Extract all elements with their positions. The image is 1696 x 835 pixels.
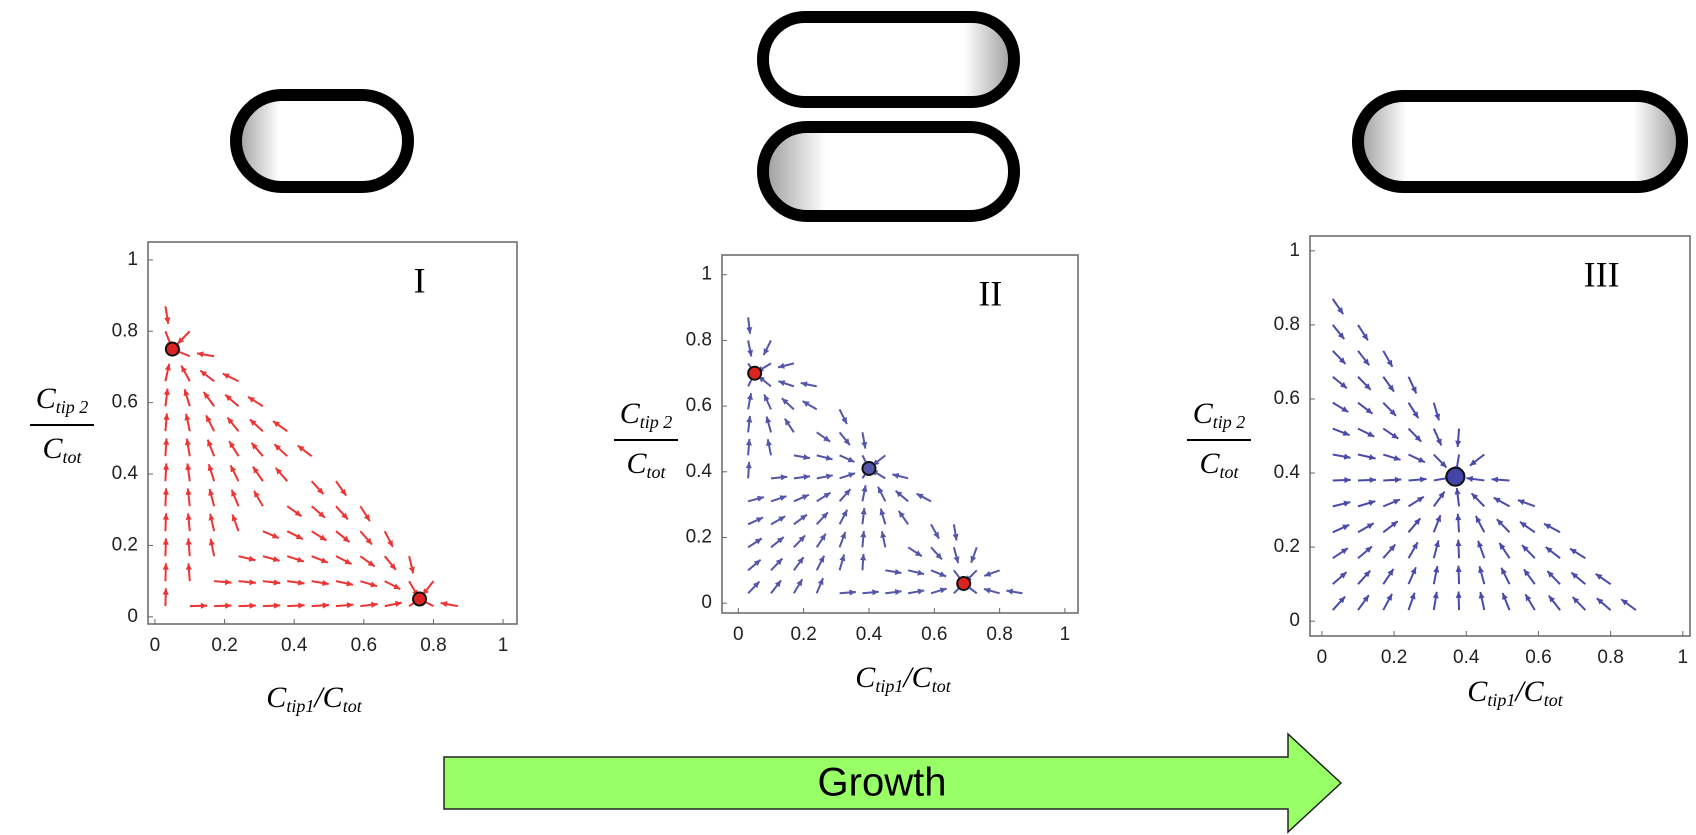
x-label-base: C — [1524, 675, 1545, 708]
y-label-base: C — [626, 447, 647, 480]
y-tick-label: 0.2 — [1274, 536, 1300, 557]
y-label-sub: tot — [63, 447, 83, 467]
x-tick-label: 0.4 — [856, 624, 883, 645]
x-label: Ctip1/Ctot — [855, 661, 951, 696]
panel-label: II — [978, 273, 1002, 313]
x-tick-label: 0.2 — [211, 635, 237, 656]
y-label-numerator: Ctip 2 — [36, 382, 89, 417]
y-tick-label: 0 — [701, 592, 712, 613]
plot-frame — [148, 242, 517, 624]
y-label-base: C — [36, 382, 57, 415]
x-tick-label: 0 — [733, 624, 744, 645]
panel-label: I — [414, 260, 426, 300]
y-tick-label: 0.4 — [1274, 462, 1301, 483]
x-tick-label: 1 — [1060, 624, 1071, 645]
y-label-denominator: Ctot — [42, 432, 82, 467]
x-label-sub: tip1 — [286, 696, 314, 716]
x-label-sub: tip1 — [875, 676, 903, 696]
x-tick-label: 0 — [150, 635, 161, 656]
x-label-base: C — [1467, 675, 1488, 708]
x-tick-label: 0.4 — [281, 635, 308, 656]
y-label-base: C — [620, 397, 641, 430]
y-label-sub: tip 2 — [56, 397, 89, 417]
x-label-sub: tot — [1544, 690, 1564, 710]
x-tick-label: 1 — [1677, 647, 1688, 668]
cell — [763, 17, 1014, 102]
x-tick-label: 1 — [498, 635, 509, 656]
y-tick-label: 0.2 — [112, 534, 138, 555]
y-tick-label: 0.8 — [112, 320, 138, 341]
y-tick-label: 0.4 — [112, 463, 139, 484]
y-tick-label: 0.6 — [686, 395, 712, 416]
fixed-point — [413, 593, 426, 606]
figure: Growth 0 0.2 0.4 0.6 0.8 1 0 0.2 0.4 0.6 0.8 1 I Ctip… — [0, 0, 1696, 835]
y-tick-label: 1 — [701, 264, 712, 285]
x-tick-label: 0.8 — [420, 635, 446, 656]
y-label-sub: tot — [1220, 462, 1240, 482]
x-label-sub: tot — [932, 676, 952, 696]
y-tick-label: 0.2 — [686, 526, 712, 547]
x-tick-label: 0.2 — [1381, 647, 1407, 668]
x-label-sub: tip1 — [1487, 690, 1515, 710]
fixed-point — [748, 367, 761, 380]
x-tick-label: 0.4 — [1453, 647, 1480, 668]
y-tick-label: 0.6 — [1274, 388, 1300, 409]
cell — [763, 127, 1014, 216]
x-label-base: C — [266, 681, 287, 714]
panel: 00.20.40.60.8100.20.40.60.81ICtip 2CtotC… — [30, 242, 517, 716]
y-label-base: C — [42, 432, 63, 465]
y-tick-label: 0 — [1289, 610, 1300, 631]
panel-label: III — [1584, 254, 1620, 294]
fixed-point — [862, 462, 875, 475]
y-tick-label: 0.8 — [1274, 314, 1300, 335]
y-tick-label: 0.8 — [686, 329, 712, 350]
y-label-sub: tip 2 — [640, 412, 673, 432]
x-tick-label: 0.6 — [921, 624, 947, 645]
growth-label: Growth — [818, 761, 947, 805]
x-tick-label: 0.8 — [1597, 647, 1623, 668]
y-label-denominator: Ctot — [1199, 447, 1239, 482]
y-label-sub: tot — [647, 462, 667, 482]
plot-frame — [722, 255, 1078, 613]
y-label-denominator: Ctot — [626, 447, 666, 482]
x-tick-label: 0.6 — [351, 635, 377, 656]
x-label-sub: tot — [343, 696, 363, 716]
fixed-point — [957, 577, 970, 590]
y-label-sub: tip 2 — [1213, 412, 1246, 432]
x-label-base: C — [855, 661, 876, 694]
x-tick-label: 0 — [1317, 647, 1328, 668]
fixed-point — [166, 343, 179, 356]
x-label: Ctip1/Ctot — [1467, 675, 1563, 710]
x-label-base: C — [912, 661, 933, 694]
y-label-base: C — [1199, 447, 1220, 480]
cell — [236, 95, 408, 187]
y-tick-label: 1 — [127, 249, 138, 270]
cell — [1358, 96, 1682, 187]
x-label-base: C — [323, 681, 344, 714]
y-label-numerator: Ctip 2 — [620, 397, 673, 432]
y-tick-label: 0 — [127, 606, 138, 627]
fixed-point — [1446, 468, 1464, 486]
x-tick-label: 0.2 — [790, 624, 816, 645]
y-tick-label: 1 — [1289, 240, 1300, 261]
x-tick-label: 0.6 — [1525, 647, 1551, 668]
y-tick-label: 0.6 — [112, 392, 138, 413]
x-tick-label: 0.8 — [986, 624, 1012, 645]
y-label-base: C — [1193, 397, 1214, 430]
y-tick-label: 0.4 — [686, 461, 713, 482]
y-label-numerator: Ctip 2 — [1193, 397, 1246, 432]
x-label: Ctip1/Ctot — [266, 681, 362, 716]
